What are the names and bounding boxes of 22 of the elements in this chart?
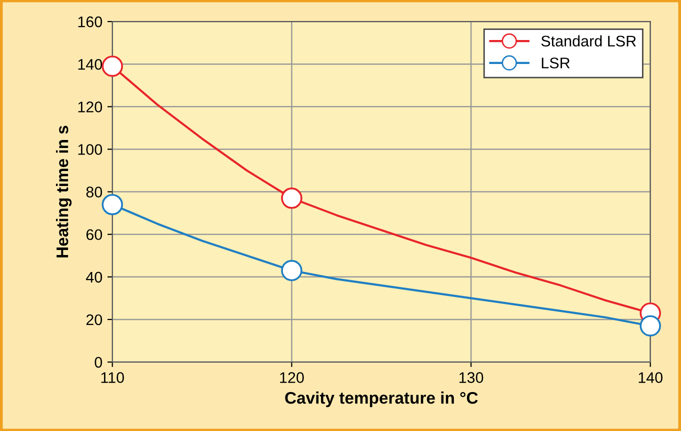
legend-label: Standard LSR [541, 35, 636, 47]
y-axis-title: Heating time in s [56, 126, 72, 258]
y-tick-label: 100 [78, 144, 102, 155]
y-tick-label: 20 [86, 314, 102, 326]
legend-label: LSR [542, 58, 570, 68]
x-tick-label: 110 [101, 372, 124, 383]
point [102, 56, 123, 77]
x-axis-title: Cavity temperature in °C [285, 392, 478, 408]
y-tick-label: 80 [86, 186, 102, 198]
y-tick-label: 60 [86, 229, 102, 240]
x-tick-label: 130 [459, 372, 484, 383]
y-tick-label: 40 [86, 272, 102, 283]
y-tick-label: 120 [78, 102, 102, 112]
point [281, 260, 302, 282]
y-tick-label: 0 [94, 356, 102, 368]
point [102, 194, 123, 216]
x-tick-label: 120 [280, 372, 304, 383]
x-tick-label: 140 [638, 372, 663, 383]
y-tick-label: 160 [78, 16, 102, 28]
point [640, 315, 661, 336]
point [281, 188, 302, 209]
y-tick-label: 140 [78, 58, 102, 70]
